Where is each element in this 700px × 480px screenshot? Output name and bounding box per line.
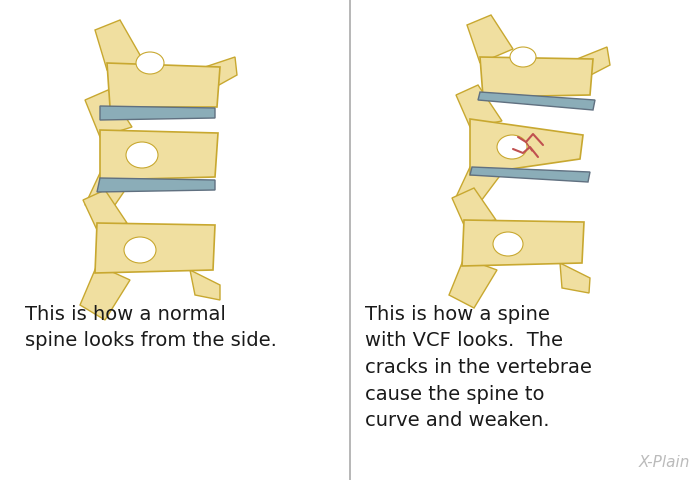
Polygon shape: [100, 130, 218, 180]
Polygon shape: [470, 167, 590, 182]
Polygon shape: [107, 63, 220, 107]
Ellipse shape: [136, 52, 164, 74]
Polygon shape: [100, 106, 215, 120]
Ellipse shape: [124, 237, 156, 263]
Polygon shape: [467, 15, 513, 63]
Polygon shape: [470, 119, 583, 175]
Polygon shape: [560, 263, 590, 293]
Polygon shape: [205, 57, 237, 90]
Polygon shape: [478, 92, 595, 110]
Text: This is how a spine
with VCF looks.  The
cracks in the vertebrae
cause the spine: This is how a spine with VCF looks. The …: [365, 305, 592, 430]
Polygon shape: [452, 188, 496, 225]
Text: X-Plain: X-Plain: [638, 455, 690, 470]
Polygon shape: [577, 47, 610, 79]
Polygon shape: [462, 220, 584, 266]
Ellipse shape: [510, 47, 536, 67]
Text: This is how a normal
spine looks from the side.: This is how a normal spine looks from th…: [25, 305, 277, 350]
Polygon shape: [80, 265, 130, 320]
Polygon shape: [190, 270, 220, 300]
Polygon shape: [480, 57, 593, 97]
Polygon shape: [456, 85, 502, 127]
Polygon shape: [456, 167, 502, 205]
Polygon shape: [97, 178, 215, 192]
Ellipse shape: [497, 135, 527, 159]
Polygon shape: [85, 90, 132, 137]
Polygon shape: [95, 20, 145, 70]
Ellipse shape: [493, 232, 523, 256]
Polygon shape: [83, 190, 127, 230]
Polygon shape: [95, 223, 215, 273]
Ellipse shape: [126, 142, 158, 168]
Polygon shape: [449, 258, 497, 308]
Polygon shape: [85, 173, 132, 215]
